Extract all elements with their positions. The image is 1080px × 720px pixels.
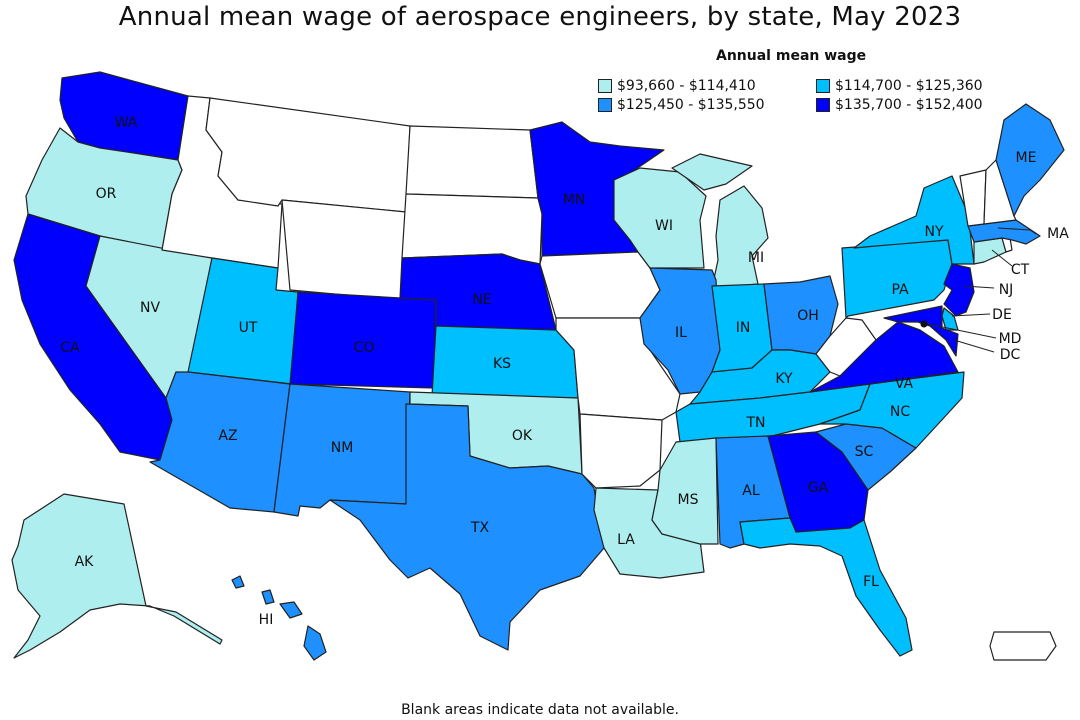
state-nj[interactable] (943, 263, 975, 317)
state-label-in: IN (736, 320, 751, 336)
state-label-md: MD (999, 331, 1022, 347)
state-sd[interactable] (401, 193, 543, 265)
state-label-oh: OH (797, 308, 819, 324)
state-label-ct: CT (1011, 262, 1030, 278)
leader-line-nj (963, 285, 995, 289)
state-label-fl: FL (863, 574, 879, 590)
state-label-ks: KS (493, 356, 511, 372)
leader-line-md (927, 323, 997, 339)
state-ma[interactable] (967, 219, 1041, 245)
state-label-ma: MA (1047, 226, 1069, 242)
dc-marker (920, 320, 928, 328)
state-label-al: AL (742, 483, 760, 499)
state-va[interactable] (809, 321, 959, 393)
state-label-ne: NE (472, 292, 491, 308)
state-md[interactable] (883, 305, 959, 357)
legend-label: $125,450 - $135,550 (617, 97, 765, 113)
state-label-ak: AK (75, 554, 95, 570)
state-fl[interactable] (739, 517, 913, 657)
state-label-nc: NC (890, 404, 910, 420)
state-me[interactable] (995, 103, 1065, 217)
state-nh[interactable] (983, 159, 1017, 225)
state-label-wa: WA (115, 115, 138, 131)
state-label-ky: KY (775, 371, 793, 387)
legend-swatch (598, 98, 612, 112)
footer-note: Blank areas indicate data not available. (401, 702, 679, 718)
state-ar[interactable] (579, 413, 663, 489)
state-label-de: DE (992, 307, 1012, 323)
legend-swatch (816, 98, 830, 112)
state-label-nm: NM (331, 440, 354, 456)
legend-item-tier3: $125,450 - $135,550 (598, 97, 765, 113)
state-ms[interactable] (651, 437, 719, 545)
state-label-me: ME (1016, 150, 1037, 166)
legend-item-tier1: $93,660 - $114,410 (598, 78, 756, 94)
state-label-ok: OK (512, 428, 533, 444)
state-pr[interactable] (989, 631, 1057, 661)
state-mi[interactable] (671, 153, 769, 289)
state-il[interactable] (639, 267, 721, 395)
state-label-ny: NY (924, 224, 943, 240)
state-label-tx: TX (470, 520, 490, 536)
state-label-or: OR (96, 186, 117, 202)
state-label-hi: HI (259, 612, 274, 628)
state-label-ut: UT (239, 320, 258, 336)
leader-line-ct (991, 249, 1013, 267)
state-label-nv: NV (140, 300, 160, 316)
legend-item-tier2: $114,700 - $125,360 (816, 78, 983, 94)
legend-label: $93,660 - $114,410 (617, 78, 756, 94)
state-mt[interactable] (205, 97, 411, 213)
state-label-mn: MN (563, 192, 586, 208)
legend-label: $114,700 - $125,360 (835, 78, 983, 94)
state-ia[interactable] (539, 251, 661, 319)
map-title: Annual mean wage of aerospace engineers,… (118, 2, 962, 32)
leader-line-ma (997, 227, 1037, 235)
state-label-dc: DC (1000, 347, 1021, 363)
state-label-sc: SC (855, 444, 874, 460)
state-nd[interactable] (405, 125, 539, 199)
legend-title: Annual mean wage (716, 48, 867, 64)
state-label-wi: WI (655, 218, 673, 234)
state-label-tn: TN (745, 415, 765, 431)
leader-line-dc (953, 339, 995, 353)
state-nc[interactable] (819, 371, 965, 449)
legend-label: $135,700 - $152,400 (835, 97, 983, 113)
state-label-nj: NJ (999, 282, 1014, 298)
state-label-la: LA (617, 532, 635, 548)
state-label-mi: MI (748, 250, 764, 266)
legend-swatch (816, 79, 830, 93)
state-ak[interactable] (11, 493, 223, 659)
state-pa[interactable] (841, 239, 953, 319)
state-label-ga: GA (808, 480, 829, 496)
state-label-ca: CA (60, 340, 80, 356)
state-label-va: VA (895, 376, 914, 392)
state-label-il: IL (675, 325, 687, 341)
state-label-az: AZ (218, 428, 237, 444)
state-wi[interactable] (613, 167, 707, 269)
state-wy[interactable] (281, 199, 407, 301)
state-label-co: CO (354, 340, 375, 356)
state-tx[interactable] (329, 403, 605, 651)
leader-line-de (951, 313, 991, 317)
legend-item-tier4: $135,700 - $152,400 (816, 97, 983, 113)
state-hi[interactable] (231, 575, 327, 661)
legend-swatch (598, 79, 612, 93)
state-label-pa: PA (891, 282, 909, 298)
state-label-ms: MS (678, 492, 699, 508)
